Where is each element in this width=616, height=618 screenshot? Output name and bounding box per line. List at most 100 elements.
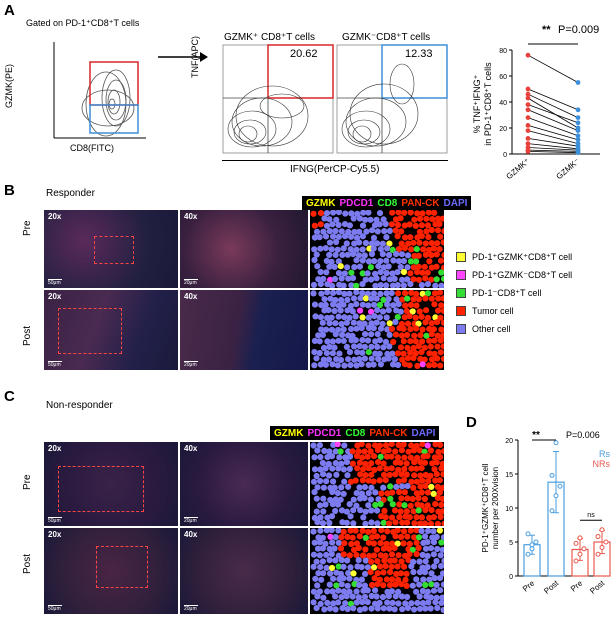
cell-mark [404, 483, 411, 490]
cell-mark [376, 221, 383, 228]
cell-mark [329, 539, 336, 546]
cell-mark [434, 545, 441, 553]
cell-mark [323, 551, 330, 558]
cell-mark [356, 356, 363, 363]
cell-mark [359, 290, 366, 297]
legend-entry: Rs [599, 449, 610, 459]
cell-mark [385, 263, 392, 270]
cell-mark [310, 588, 317, 595]
cell-mark [322, 361, 329, 368]
cell-mark [398, 495, 405, 502]
cell-mark [333, 582, 340, 589]
cell-mark [316, 234, 323, 241]
cell-mark [416, 581, 423, 588]
cell-mark [337, 496, 344, 503]
cell-mark [354, 465, 361, 472]
cell-mark [337, 545, 345, 552]
stain-panck: PAN-CK [369, 427, 408, 439]
point-gzmk-neg [575, 150, 581, 156]
data-point [549, 472, 555, 478]
cell-mark [431, 575, 438, 582]
plot1-value: 20.62 [290, 48, 318, 60]
cell-mark [373, 216, 380, 223]
legend-item: PD-1⁺GZMK⁻CD8⁺T cell [456, 266, 616, 284]
cell-mark [335, 599, 342, 606]
cell-mark [438, 269, 444, 276]
cell-mark [419, 338, 426, 345]
cell-mark [423, 307, 430, 314]
cell-mark [402, 234, 409, 241]
stain-cd8: CD8 [377, 197, 398, 209]
cell-mark [379, 594, 387, 601]
cell-mark [356, 533, 363, 540]
cell-mark [374, 343, 381, 350]
cell-mark [377, 563, 384, 570]
cell-mark [331, 275, 339, 283]
cell-mark [401, 314, 408, 321]
cell-mark [355, 594, 362, 601]
point-gzmk-neg [575, 115, 581, 120]
cell-mark [377, 453, 384, 460]
cell-mark [416, 605, 424, 612]
cell-mark [410, 239, 417, 246]
cell-mark [317, 314, 324, 321]
cell-mark [370, 234, 378, 241]
point-gzmk-pos [525, 128, 531, 133]
cell-mark [344, 605, 351, 613]
cell-mark [365, 477, 372, 484]
cell-mark [377, 269, 384, 276]
cell-mark [372, 501, 379, 509]
cell-mark [401, 563, 408, 570]
cell-mark [340, 326, 347, 333]
cell-mark [414, 269, 421, 276]
cell-mark [403, 570, 410, 577]
cell-mark [353, 325, 360, 332]
pair-line [527, 130, 579, 144]
segmentation-b-post [310, 290, 444, 370]
cell-mark [358, 325, 365, 332]
cell-mark [424, 281, 431, 288]
cell-mark [434, 227, 442, 234]
cell-mark [338, 507, 346, 514]
cell-mark [372, 587, 379, 594]
cell-mark [338, 594, 345, 601]
cell-mark [326, 557, 333, 564]
cell-mark [339, 605, 346, 612]
cell-mark [417, 472, 424, 479]
cell-mark [362, 460, 369, 467]
cell-mark [357, 295, 364, 302]
legend-item: PD-1⁻CD8⁺T cell [456, 284, 616, 302]
cell-mark [362, 295, 369, 302]
cell-mark [422, 275, 429, 282]
cell-mark [335, 337, 342, 344]
cell-mark [351, 228, 358, 236]
cell-mark [350, 319, 357, 326]
cell-mark [439, 460, 444, 467]
cell-mark [394, 350, 402, 357]
cell-mark [370, 564, 378, 571]
cell-mark [340, 588, 348, 595]
cell-mark [401, 361, 408, 368]
cell-mark [340, 301, 347, 308]
cell-mark [350, 605, 357, 612]
cell-mark [410, 276, 417, 283]
cell-mark [313, 472, 320, 480]
cell-mark [433, 263, 440, 270]
cell-mark [367, 264, 374, 271]
cell-mark [398, 471, 405, 478]
cell-mark [370, 361, 377, 368]
cell-mark [426, 514, 433, 521]
cell-mark [325, 307, 332, 314]
cell-mark [406, 514, 413, 521]
cell-mark [317, 477, 324, 485]
cell-mark [392, 581, 399, 588]
point-gzmk-neg [575, 128, 581, 133]
cell-mark [350, 496, 357, 503]
scale-bar [48, 278, 62, 280]
image-c-pre-20x: 20x 50μm [44, 442, 178, 526]
cell-mark [359, 281, 366, 288]
data-point [599, 527, 605, 533]
cell-mark [375, 459, 382, 466]
cell-mark [317, 564, 324, 571]
cell-mark [329, 488, 336, 496]
